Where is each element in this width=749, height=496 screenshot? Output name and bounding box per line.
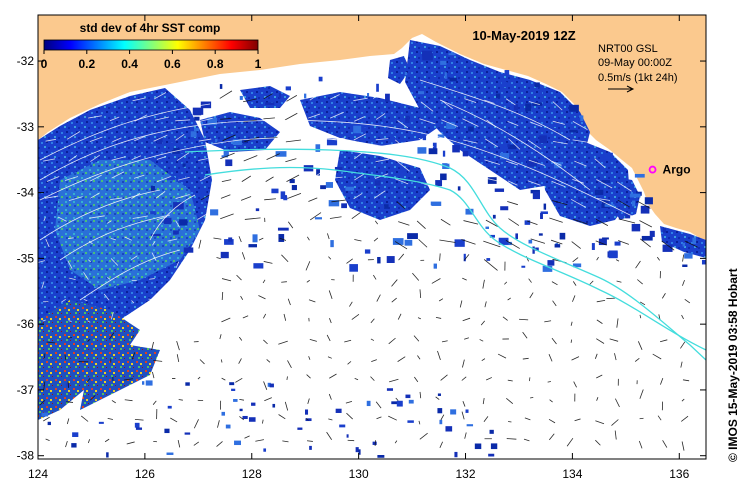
- current-vectors: [38, 90, 698, 451]
- x-tick-label: 132: [456, 467, 476, 481]
- plot-area: [38, 15, 706, 459]
- argo-dot-icon: [648, 165, 657, 174]
- colorbar-bar: [43, 39, 259, 51]
- x-tick-label: 124: [28, 467, 48, 481]
- colorbar-tick-label: 0: [41, 57, 48, 71]
- x-axis: 124 126 128 130 132 134 136: [28, 15, 690, 481]
- argo-label: Argo: [663, 163, 691, 177]
- info-scale: 0.5m/s (1kt 24h): [598, 72, 677, 84]
- colorbar-title: std dev of 4hr SST comp: [80, 21, 221, 35]
- colorbar-tick-label: 0.6: [164, 57, 181, 71]
- info-date: 09-May 00:00Z: [598, 57, 672, 69]
- y-tick-label: -33: [17, 120, 35, 134]
- y-tick-label: -34: [17, 186, 35, 200]
- credit-text: © IMOS 15-May-2019 03:58 Hobart: [726, 268, 740, 462]
- map-title: 10-May-2019 12Z: [472, 28, 575, 43]
- x-tick-label: 134: [562, 467, 582, 481]
- argo-marker: Argo: [648, 163, 691, 177]
- sst-data-layer: [38, 40, 706, 420]
- x-tick-label: 128: [242, 467, 262, 481]
- colorbar-tick-label: 0.8: [207, 57, 224, 71]
- streamlines: [39, 79, 641, 301]
- y-tick-label: -38: [17, 449, 35, 463]
- x-tick-label: 126: [135, 467, 155, 481]
- y-tick-label: -35: [17, 251, 35, 265]
- x-tick-label: 130: [349, 467, 369, 481]
- info-block: NRT00 GSL 09-May 00:00Z 0.5m/s (1kt 24h): [598, 43, 677, 93]
- colorbar-tick-label: 0.4: [121, 57, 138, 71]
- info-model: NRT00 GSL: [598, 43, 658, 55]
- y-tick-label: -37: [17, 383, 35, 397]
- land-mass: [38, 15, 706, 240]
- bathymetry-contour: [184, 148, 706, 361]
- scale-arrow-icon: [608, 85, 635, 93]
- colorbar-tick-label: 1: [255, 57, 262, 71]
- plot-frame: [37, 14, 707, 460]
- x-tick-label: 136: [669, 467, 689, 481]
- y-tick-label: -36: [17, 317, 35, 331]
- colorbar-tick-label: 0.2: [78, 57, 95, 71]
- y-tick-label: -32: [17, 54, 35, 68]
- y-axis: -32 -33 -34 -35 -36 -37 -38: [17, 54, 706, 463]
- colorbar: std dev of 4hr SST comp 0 0.2 0.4 0.6 0.8 1: [41, 21, 262, 71]
